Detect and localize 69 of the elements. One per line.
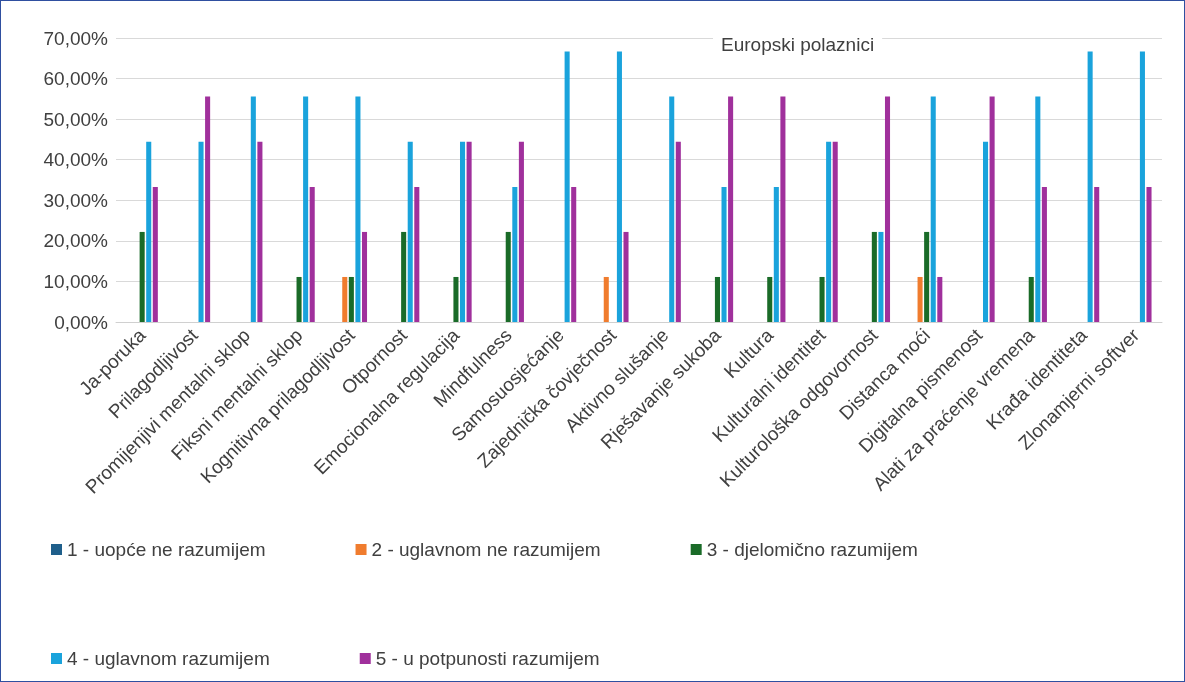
bar <box>819 276 825 322</box>
bar <box>714 276 720 322</box>
bar <box>518 141 524 322</box>
y-tick-label: 0,00% <box>54 311 109 333</box>
bar <box>675 141 681 322</box>
bar <box>832 141 838 322</box>
y-tick-label: 70,00% <box>43 27 109 49</box>
bar <box>205 96 211 322</box>
bar <box>348 276 354 322</box>
bar <box>1041 186 1047 322</box>
bar <box>257 141 263 322</box>
bar <box>460 141 466 322</box>
bar <box>603 276 609 322</box>
bar <box>773 186 779 322</box>
bar <box>871 231 877 322</box>
bar <box>466 141 472 322</box>
bar <box>250 96 256 322</box>
legend-label: 4 - uglavnom razumijem <box>67 648 270 669</box>
bar <box>884 96 891 322</box>
bar <box>930 96 936 322</box>
bar <box>296 276 302 322</box>
y-tick-label: 20,00% <box>43 230 109 252</box>
bar <box>152 186 158 322</box>
bar <box>917 276 923 322</box>
y-tick-label: 40,00% <box>43 149 109 171</box>
bar <box>1035 96 1041 322</box>
bar <box>139 231 145 322</box>
bar <box>505 231 511 322</box>
bar <box>361 231 368 322</box>
bar <box>512 186 518 322</box>
bar <box>826 141 832 322</box>
bar <box>303 96 309 322</box>
bar <box>407 141 413 322</box>
bar <box>309 186 315 322</box>
y-tick-label: 30,00% <box>43 189 109 211</box>
y-tick-label: 60,00% <box>43 68 109 90</box>
bar <box>924 231 930 322</box>
y-tick-label: 10,00% <box>43 270 109 292</box>
bar <box>453 276 459 322</box>
bar <box>571 186 577 322</box>
bar <box>146 141 152 322</box>
bar <box>728 96 734 322</box>
bar <box>564 51 570 322</box>
bar <box>780 96 786 322</box>
legend-label: 1 - uopće ne razumijem <box>67 539 266 560</box>
bar <box>342 276 348 322</box>
bar <box>401 231 407 322</box>
bar <box>983 141 989 322</box>
bar <box>878 231 884 322</box>
bar <box>767 276 773 322</box>
bar <box>1146 186 1152 322</box>
bar <box>989 96 995 322</box>
bar <box>623 231 629 322</box>
bar <box>1094 186 1100 322</box>
legend-label: 5 - u potpunosti razumijem <box>375 648 600 669</box>
y-tick-label: 50,00% <box>43 108 109 130</box>
bar <box>414 186 420 322</box>
bar <box>1139 51 1145 322</box>
bar <box>721 186 727 322</box>
bar <box>616 51 622 322</box>
bar <box>1028 276 1034 322</box>
chart-title: Europski polaznici <box>721 34 875 55</box>
bar <box>669 96 675 322</box>
bar <box>1087 51 1093 322</box>
legend-label: 2 - uglavnom ne razumijem <box>371 539 601 560</box>
bar <box>937 276 943 322</box>
bar <box>355 96 361 322</box>
legend-label: 3 - djelomično razumijem <box>706 539 918 560</box>
bar <box>198 141 204 322</box>
